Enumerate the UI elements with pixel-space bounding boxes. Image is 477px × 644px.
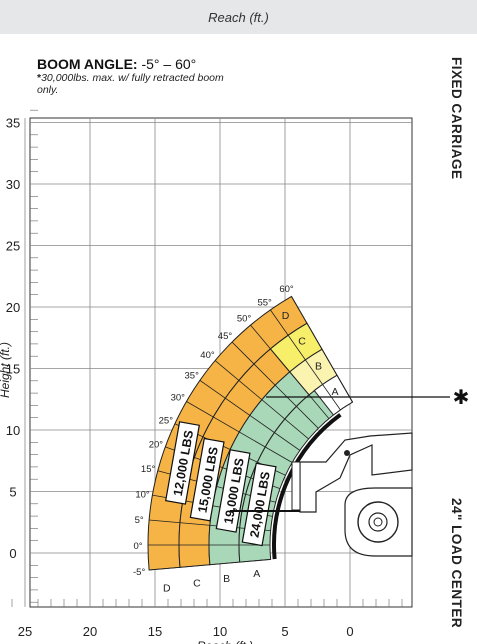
capacity-label-box: [215, 449, 251, 533]
boom-retracted-line: [272, 413, 342, 560]
angle-label: 5°: [135, 515, 144, 526]
angle-label: -5°: [133, 567, 145, 578]
zone-label-top: C: [298, 335, 306, 347]
angle-line: [199, 380, 301, 451]
angle-label: 45°: [218, 331, 233, 342]
y-tick-label: 20: [6, 300, 20, 315]
y-tick-label: 25: [6, 239, 20, 254]
angle-label: 20°: [149, 439, 164, 450]
zone-label-bottom: C: [193, 578, 201, 590]
angle-line: [214, 360, 309, 440]
top-axis-title-text: Reach (ft.): [208, 9, 269, 25]
angle-line: [231, 341, 319, 429]
capacity-label-box: [241, 462, 277, 547]
zone-label-top: B: [315, 361, 322, 373]
angle-line: [186, 401, 293, 463]
y-tick-label: 30: [6, 177, 20, 192]
x-tick-label: 10: [213, 624, 227, 639]
fixed-carriage-label: FIXED CARRIAGE: [449, 57, 464, 180]
boom-angle-range: -5° – 60°: [141, 56, 197, 72]
boom-angle-title: BOOM ANGLE: -5° – 60°: [37, 56, 237, 72]
zone-label-bottom: A: [253, 568, 260, 580]
y-tick-label: 10: [6, 423, 20, 438]
footnote-mark: *: [37, 72, 42, 84]
angle-label: 10°: [135, 489, 150, 500]
load-center-label: 24" LOAD CENTER: [449, 498, 464, 629]
zone-label-top: D: [282, 310, 290, 322]
x-tick-label: 0: [346, 624, 353, 639]
angle-label: 60°: [279, 284, 294, 295]
angle-label: 25°: [159, 415, 174, 426]
top-axis-title: Reach (ft.): [0, 0, 477, 34]
x-tick-label: 25: [18, 624, 32, 639]
capacity-label-box: [165, 421, 200, 505]
y-tick-label: 0: [9, 546, 16, 561]
boom-pivot: [344, 450, 350, 456]
asterisk-mark: ✱: [453, 387, 470, 409]
angle-label: 15°: [141, 464, 156, 475]
boom-angle-label: BOOM ANGLE:: [37, 56, 138, 72]
wheel-center: [373, 517, 383, 527]
angle-line: [250, 324, 330, 419]
x-axis-title: Reach (ft.): [197, 639, 253, 644]
zone-label-bottom: B: [223, 573, 230, 585]
y-tick-label: 5: [9, 485, 16, 500]
footnote-text: 30,000lbs. max. w/ fully retracted boom …: [37, 72, 224, 96]
fork-carriage: [291, 461, 301, 511]
chart-header: BOOM ANGLE: -5° – 60° *30,000lbs. max. w…: [37, 56, 237, 96]
zone-label-bottom: D: [163, 582, 171, 594]
angle-label: 30°: [171, 393, 186, 404]
angle-label: 35°: [185, 371, 200, 382]
angle-label: 55°: [257, 298, 272, 309]
angle-label: 50°: [237, 313, 252, 324]
zone-band-a-top: [313, 374, 354, 416]
boom-machine-body: [299, 432, 413, 513]
x-tick-label: 15: [148, 624, 162, 639]
angle-line: [149, 558, 271, 571]
x-tick-label: 5: [281, 624, 288, 639]
capacity-label-box: [189, 437, 225, 522]
zone-label-top: A: [332, 386, 339, 398]
y-tick-label: 15: [6, 362, 20, 377]
angle-line: [270, 309, 341, 411]
angle-label: 40°: [200, 350, 215, 361]
x-tick-label: 20: [83, 624, 97, 639]
y-axis-title: Height (ft.): [0, 342, 12, 398]
footnote: *30,000lbs. max. w/ fully retracted boom…: [37, 72, 237, 96]
angle-label: 0°: [133, 541, 142, 552]
y-tick-label: 35: [6, 116, 20, 131]
angle-line: [291, 296, 353, 403]
